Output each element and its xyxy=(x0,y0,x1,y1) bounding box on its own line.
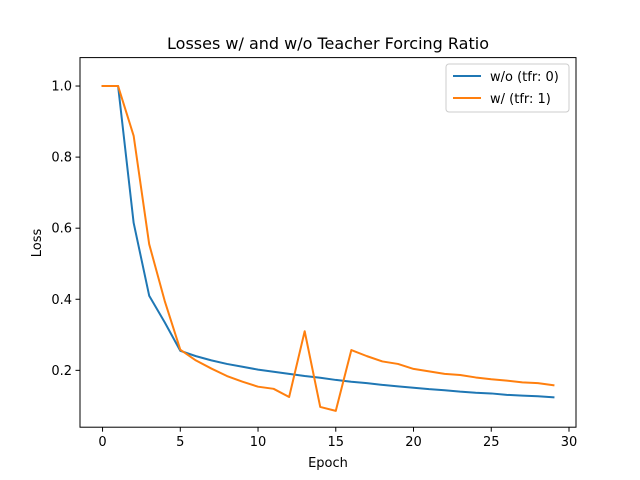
chart-title: Losses w/ and w/o Teacher Forcing Ratio xyxy=(167,34,489,53)
series-lines xyxy=(101,85,555,412)
x-axis-ticks: 0 5 10 15 20 25 30 xyxy=(98,427,577,450)
x-tick-label: 30 xyxy=(561,435,578,450)
y-tick-label: 0.2 xyxy=(51,364,72,379)
legend: w/o (tfr: 0) w/ (tfr: 1) xyxy=(445,63,570,113)
y-tick-label: 1.0 xyxy=(51,80,72,95)
x-tick-label: 15 xyxy=(328,435,345,450)
x-tick-label: 20 xyxy=(405,435,422,450)
y-tick-label: 0.4 xyxy=(51,293,72,308)
plot-frame xyxy=(79,57,577,428)
x-tick-label: 0 xyxy=(98,435,106,450)
y-tick-label: 0.6 xyxy=(51,222,72,237)
y-axis-label: Loss xyxy=(30,229,45,258)
y-axis-ticks: 0.2 0.4 0.6 0.8 1.0 xyxy=(51,80,80,379)
x-axis-label: Epoch xyxy=(308,456,348,471)
y-tick-label: 0.8 xyxy=(51,151,72,166)
x-tick-label: 10 xyxy=(250,435,267,450)
legend-label-series-0: w/o (tfr: 0) xyxy=(490,70,559,85)
legend-label-series-1: w/ (tfr: 1) xyxy=(490,92,551,107)
series-line-1 xyxy=(101,85,555,412)
x-tick-label: 25 xyxy=(483,435,500,450)
series-line-0 xyxy=(101,85,555,399)
x-tick-label: 5 xyxy=(176,435,184,450)
